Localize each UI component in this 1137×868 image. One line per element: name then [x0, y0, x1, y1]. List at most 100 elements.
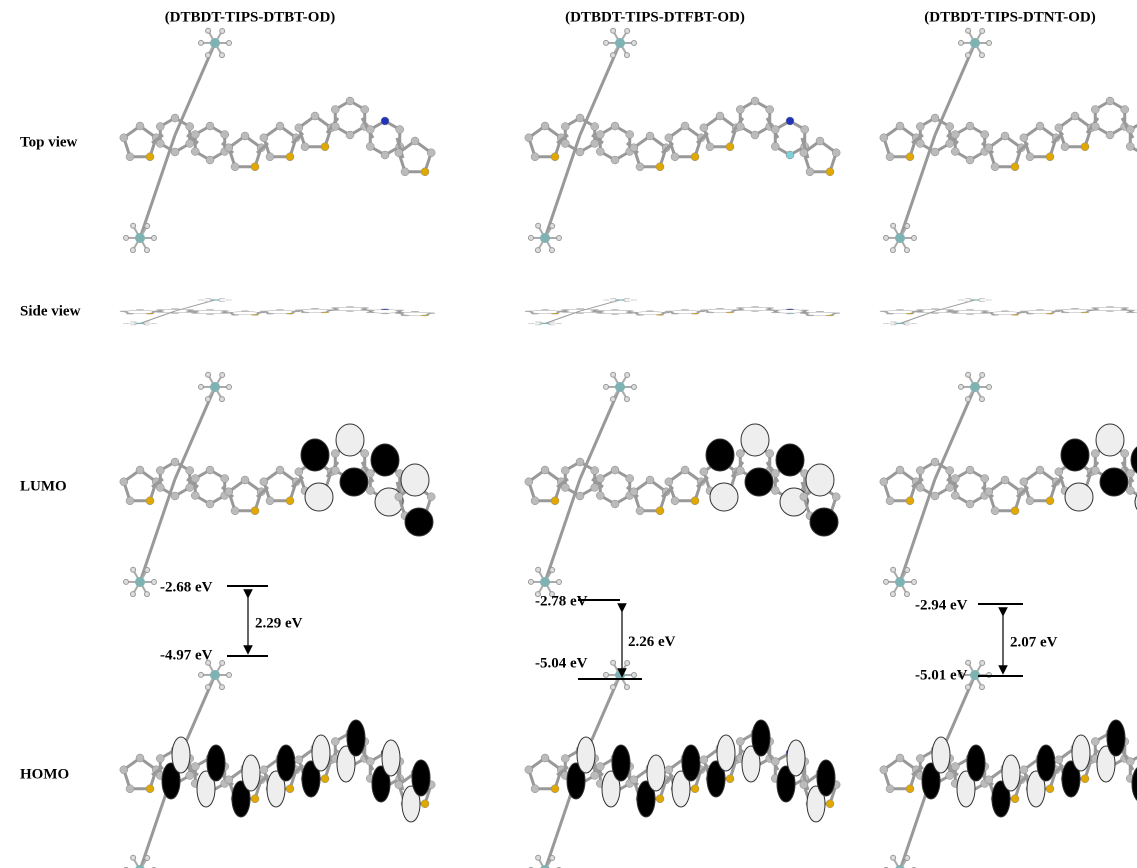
atom [1055, 124, 1063, 132]
atom [611, 466, 619, 474]
atom [1020, 311, 1028, 312]
atom [966, 372, 971, 377]
atom [1011, 314, 1019, 315]
atom [191, 492, 199, 500]
atom [550, 223, 555, 228]
atom [991, 507, 999, 515]
atom [886, 313, 894, 314]
orbital [682, 745, 700, 781]
column-title: (DTBDT-TIPS-DTNT-OD) [924, 9, 1095, 25]
atom [1061, 312, 1069, 313]
atom [611, 309, 619, 310]
atom [286, 153, 294, 161]
homo-level-label: -5.01 eV [915, 667, 968, 683]
orbital [1002, 755, 1020, 791]
atom [916, 310, 924, 311]
atom [630, 488, 638, 496]
atom [980, 28, 985, 33]
atom [220, 660, 225, 665]
atom [905, 567, 910, 572]
atom [800, 149, 808, 157]
atom [131, 223, 136, 228]
atom [604, 300, 609, 301]
atom [225, 312, 233, 313]
atom [286, 497, 294, 505]
atom [786, 117, 794, 125]
ring [335, 307, 364, 311]
atom [886, 785, 894, 793]
atom [260, 478, 268, 486]
atom [1071, 112, 1079, 120]
atom [525, 478, 533, 486]
atom [536, 855, 541, 860]
atom [884, 579, 889, 584]
ring [634, 480, 666, 511]
atom [331, 310, 339, 311]
atom [366, 758, 374, 766]
molecule [525, 28, 840, 252]
atom [171, 458, 179, 466]
atom [596, 492, 604, 500]
orbital [780, 488, 808, 516]
atom [576, 458, 584, 466]
atom [681, 309, 689, 310]
atom [700, 756, 708, 764]
atom [144, 248, 149, 253]
atom [550, 855, 555, 860]
atom [771, 470, 779, 478]
atom [366, 143, 374, 151]
atom [561, 140, 569, 148]
atom [152, 236, 157, 241]
orbital [1096, 424, 1124, 456]
ring [529, 310, 561, 314]
atom [295, 468, 303, 476]
atom [1121, 106, 1129, 114]
lumo-level-label: -2.94 eV [915, 597, 968, 613]
atom [241, 311, 249, 312]
atom [395, 149, 403, 157]
row-label: LUMO [20, 478, 67, 494]
ring [634, 311, 666, 315]
atom [1091, 308, 1099, 309]
atom [561, 755, 569, 763]
atom [801, 126, 809, 134]
atom [241, 476, 249, 484]
atom [786, 313, 794, 314]
atom [951, 492, 959, 500]
ring [884, 470, 916, 501]
atom [531, 785, 539, 793]
orbital [301, 439, 329, 471]
atom [771, 143, 779, 151]
atom [541, 122, 549, 130]
atom [551, 153, 559, 161]
lumo-level-label: -2.78 eV [535, 593, 588, 609]
atom [951, 313, 959, 314]
molecule [120, 660, 435, 868]
atom [931, 114, 939, 122]
atom [946, 467, 954, 475]
atom [931, 492, 939, 500]
atom [611, 500, 619, 508]
atom [1001, 476, 1009, 484]
atom [906, 497, 914, 505]
atom [427, 493, 435, 501]
ring [529, 470, 561, 501]
atom [130, 592, 135, 597]
atom [610, 301, 615, 302]
atom [966, 309, 974, 310]
atom [146, 497, 154, 505]
atom [536, 567, 541, 572]
atom [550, 567, 555, 572]
atom [896, 122, 904, 130]
atom [1126, 143, 1134, 151]
atom [561, 312, 569, 313]
atom [931, 148, 939, 156]
atom [576, 114, 584, 122]
atom [525, 134, 533, 142]
atom [736, 308, 744, 309]
atom [904, 248, 909, 253]
molecule [880, 298, 1137, 325]
atom [665, 478, 673, 486]
atom [206, 372, 211, 377]
orbital [1037, 745, 1055, 781]
